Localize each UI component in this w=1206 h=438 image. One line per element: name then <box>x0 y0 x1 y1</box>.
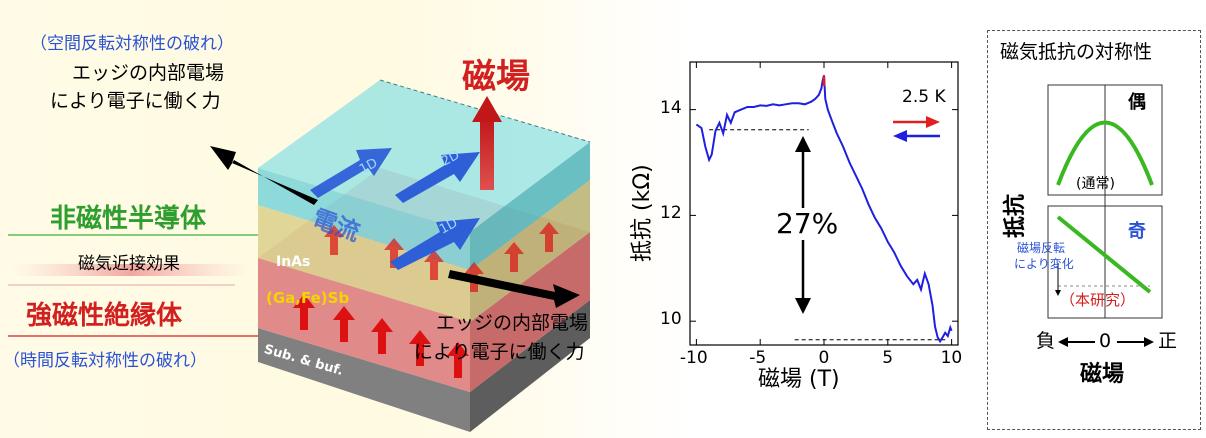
panel-this-work: （本研究） <box>1060 291 1136 309</box>
panel-odd-label: 奇 <box>1128 221 1146 242</box>
panel-y-axis-label: 抵抗 <box>1003 193 1028 238</box>
panel-odd-note-1: 磁場反転 <box>1017 241 1066 255</box>
inas-layer-front <box>258 205 470 322</box>
panel-title: 磁気抵抗の対称性 <box>1000 41 1153 63</box>
chart-x-tick-label: 5 <box>882 348 894 368</box>
heterostructure-diagram <box>210 79 591 432</box>
time-reversal-label: （時間反転対称性の破れ） <box>3 351 207 371</box>
cyan-layer-front <box>258 168 470 270</box>
current-arrows <box>310 148 480 270</box>
chart-y-tick-label: 12 <box>660 203 682 224</box>
chart-x-tick-label: -5 <box>749 348 767 368</box>
chart-series-line <box>822 75 826 86</box>
chart-y-tick-label: 14 <box>660 97 682 118</box>
symmetry-panel <box>987 30 1201 430</box>
inas-layer-label: InAs <box>276 254 311 270</box>
sweep-direction-legend <box>893 116 940 142</box>
panel-x-zero-label: 0 <box>1099 330 1112 352</box>
nonmagnetic-semiconductor-label: 非磁性半導体 <box>50 204 207 234</box>
space-inversion-label: （空間反転対称性の破れ） <box>30 34 234 54</box>
chart-x-tick-label: 0 <box>818 348 830 368</box>
edge-field-label-bottom-1: エッジの内部電場 <box>436 312 589 334</box>
panel-x-axis-label: 磁場 <box>1080 362 1125 387</box>
even-curve <box>1056 120 1154 186</box>
proximity-band <box>12 264 250 276</box>
panel-x-pos-label: 正 <box>1158 330 1178 352</box>
proximity-effect-label: 磁気近接効果 <box>78 254 180 274</box>
panel-x-neg-label: 負 <box>1036 330 1056 352</box>
chart-series <box>695 74 953 344</box>
edge-field-label-top-2: により電子に働く力 <box>50 90 221 112</box>
edge-field-label-top-1: エッジの内部電場 <box>72 62 225 84</box>
chart-x-axis-label: 磁場 (T) <box>758 367 840 392</box>
ferromagnetic-insulator-label: 強磁性絶縁体 <box>26 301 183 331</box>
panel-even-label: 偶 <box>1128 92 1146 113</box>
chart-reference-lines <box>709 129 946 341</box>
magnetic-field-label: 磁場 <box>462 57 530 97</box>
chart-series-line <box>695 74 953 344</box>
chart-y-axis-label: 抵抗 (kΩ) <box>630 164 655 262</box>
cyan-layer-top <box>258 80 590 232</box>
odd-line <box>1056 215 1152 294</box>
resistance-chart <box>689 61 959 346</box>
magnetic-field-arrow <box>472 96 502 190</box>
force-arrows <box>210 146 580 308</box>
edge-field-label-bottom-2: により電子に働く力 <box>414 341 585 363</box>
panel-odd-note-2: により変化 <box>1014 257 1074 271</box>
panel-even-note: (通常) <box>1076 176 1115 192</box>
cyan-layer-side <box>470 142 590 270</box>
chart-ticks <box>690 62 958 345</box>
chart-x-tick-label: 10 <box>940 348 963 368</box>
spin-arrows <box>293 222 559 378</box>
chart-x-tick-label: -10 <box>679 348 708 368</box>
substrate-layer-front <box>258 328 470 432</box>
symmetry-panel-plots <box>1047 84 1163 347</box>
chart-temperature-label: 2.5 K <box>902 87 946 107</box>
chart-y-tick-label: 10 <box>660 309 682 330</box>
chart-annotation-27: 27% <box>774 207 841 241</box>
gafesb-layer-side <box>470 232 590 392</box>
substrate-layer-side <box>470 300 590 432</box>
gafesb-layer-label: (Ga,Fe)Sb <box>266 289 350 307</box>
